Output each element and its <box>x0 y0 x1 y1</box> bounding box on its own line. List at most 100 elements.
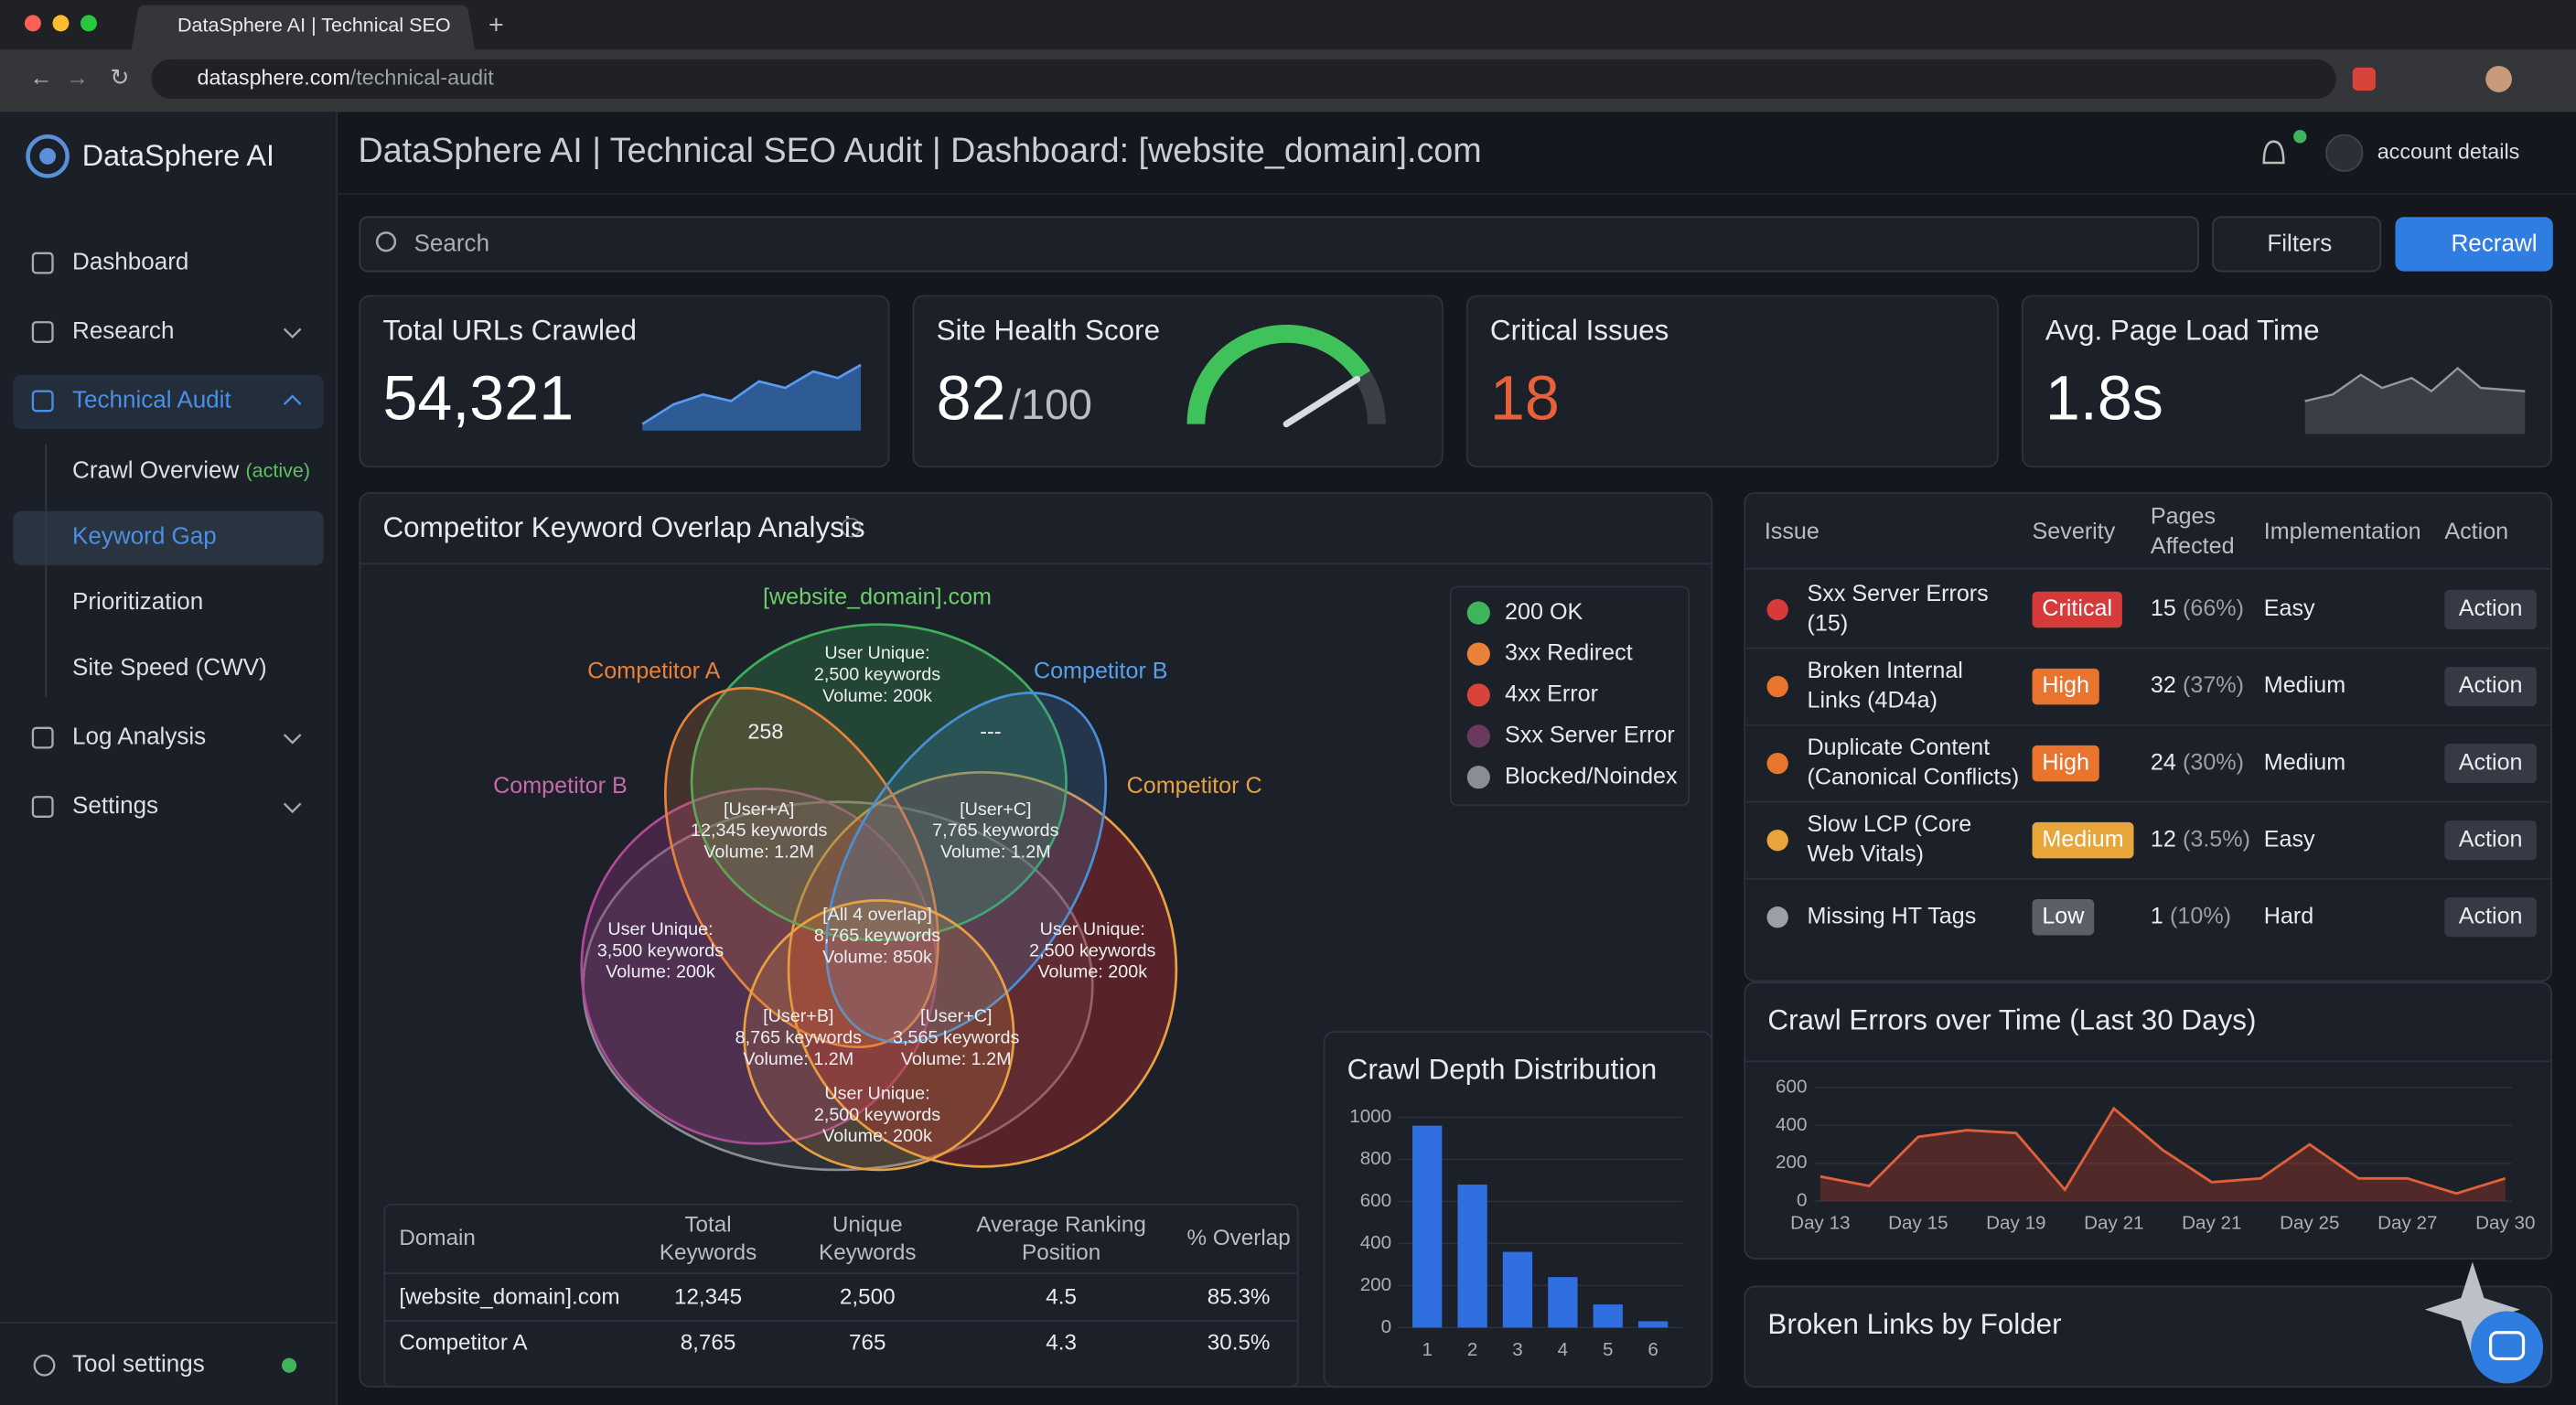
y-tick-label: 1000 <box>1349 1106 1391 1127</box>
legend-label: 200 OK <box>1505 599 1583 625</box>
x-tick-label: Day 21 <box>2084 1213 2143 1234</box>
forward-button[interactable]: → <box>66 65 89 91</box>
x-tick-label: Day 25 <box>2280 1213 2339 1234</box>
nav-item[interactable]: Settings <box>72 791 158 819</box>
search-placeholder: Search <box>414 230 489 257</box>
window-zoom[interactable] <box>80 15 97 32</box>
pages-percent: (66%) <box>2183 595 2244 621</box>
table-header: Action <box>2444 519 2508 544</box>
implementation: Medium <box>2264 672 2345 698</box>
notification-bell[interactable] <box>2262 140 2285 165</box>
legend-swatch <box>1466 642 1490 666</box>
x-tick-label: 5 <box>1603 1339 1613 1360</box>
kpi-label: Site Health Score <box>937 314 1160 346</box>
nav-chevron <box>283 734 302 745</box>
extension-icon[interactable] <box>2352 67 2376 91</box>
action-label[interactable]: Action <box>2459 903 2523 928</box>
nav-icon <box>31 390 54 413</box>
table-header: Implementation <box>2264 519 2421 544</box>
url-path: /technical-audit <box>350 66 494 90</box>
profile-avatar[interactable] <box>2485 66 2512 92</box>
nav-item[interactable]: Site Speed (CWV) <box>72 653 267 681</box>
severity-badge <box>2032 745 2099 782</box>
filters-button[interactable] <box>2212 216 2382 273</box>
nav-active-bg <box>13 374 324 429</box>
broken-links-panel <box>1744 1285 2552 1388</box>
chat-button[interactable] <box>2471 1311 2544 1384</box>
venn-set <box>743 899 1015 1172</box>
action-label[interactable]: Action <box>2459 826 2523 852</box>
x-tick-label: Day 27 <box>2377 1213 2437 1234</box>
recrawl-button[interactable] <box>2395 217 2553 272</box>
info-icon[interactable] <box>841 517 862 538</box>
venn-region-label: [User+C] <box>960 799 1031 820</box>
issue-icon <box>1766 906 1788 928</box>
issues-panel <box>1744 492 2552 982</box>
pages-affected: 24 <box>2151 749 2176 775</box>
y-tick-label: 0 <box>1797 1190 1807 1211</box>
bar <box>1593 1304 1623 1328</box>
venn-region-label: 8,765 keywords <box>735 1027 862 1047</box>
brand-name: DataSphere AI <box>82 139 274 172</box>
url-domain: datasphere.com <box>198 66 350 90</box>
venn-region-label: [User+C] <box>920 1006 992 1026</box>
venn-set <box>824 692 1108 1044</box>
window-close[interactable] <box>24 15 41 32</box>
x-tick-label: Day 21 <box>2182 1213 2241 1234</box>
window-minimize[interactable] <box>52 15 70 32</box>
issue-name: Sxx Server Errors <box>1808 581 1989 606</box>
table-header: % Overlap <box>1187 1226 1291 1250</box>
kpi-label: Avg. Page Load Time <box>2045 314 2320 346</box>
action-button[interactable] <box>2444 897 2537 938</box>
action-button[interactable] <box>2444 589 2537 630</box>
pages-percent: (30%) <box>2183 749 2244 775</box>
kpi-value: 82 <box>937 363 1006 433</box>
table-cell: 85.3% <box>1208 1284 1271 1309</box>
tool-settings[interactable]: Tool settings <box>72 1350 205 1378</box>
y-tick-label: 600 <box>1360 1190 1391 1211</box>
venn-region-label: 8,765 keywords <box>814 926 940 946</box>
nav-item[interactable]: Crawl Overview <box>72 456 239 484</box>
venn-set-label: Competitor B <box>493 773 628 799</box>
table-header: Domain <box>399 1226 476 1250</box>
nav-item[interactable]: Technical Audit <box>72 385 231 413</box>
nav-item[interactable]: Dashboard <box>72 247 188 274</box>
account-avatar[interactable] <box>2325 134 2364 172</box>
issue-name: Links (4D4a) <box>1808 687 1937 713</box>
venn-region-label: Volume: 850k <box>822 947 932 967</box>
back-button[interactable]: ← <box>29 65 52 91</box>
y-tick-label: 0 <box>1381 1316 1391 1337</box>
search-box[interactable] <box>359 216 2199 273</box>
nav-icon <box>31 796 54 818</box>
venn-region-label: 2,500 keywords <box>814 1105 940 1125</box>
legend-label: Sxx Server Error <box>1505 722 1675 747</box>
reload-button[interactable]: ↻ <box>110 65 129 91</box>
nav-item[interactable]: Keyword Gap <box>72 521 217 549</box>
kpi-value: 18 <box>1490 363 1560 433</box>
venn-region-label: Volume: 1.2M <box>703 842 814 863</box>
issue-icon <box>1766 830 1788 852</box>
action-button[interactable] <box>2444 667 2537 707</box>
action-label[interactable]: Action <box>2459 672 2523 698</box>
new-tab[interactable]: + <box>488 11 504 40</box>
issue-name: Duplicate Content <box>1808 735 1991 760</box>
venn-region-label: 3,565 keywords <box>893 1027 1019 1047</box>
nav-item[interactable]: Prioritization <box>72 587 203 615</box>
active-tab[interactable] <box>131 5 476 50</box>
action-label[interactable]: Action <box>2459 749 2523 775</box>
nav-item[interactable]: Log Analysis <box>72 722 206 749</box>
address-bar[interactable] <box>151 59 2336 99</box>
domain-table-box <box>383 1203 1299 1388</box>
action-label[interactable]: Action <box>2459 595 2523 621</box>
sparkline-line <box>641 363 862 425</box>
venn-region-label: 7,765 keywords <box>932 820 1058 841</box>
nav-item[interactable]: Research <box>72 316 174 344</box>
issue-icon <box>1766 752 1788 775</box>
action-button[interactable] <box>2444 744 2537 784</box>
account-details[interactable]: account details <box>2377 139 2520 163</box>
action-button[interactable] <box>2444 820 2537 861</box>
x-tick-label: 3 <box>1512 1339 1522 1360</box>
